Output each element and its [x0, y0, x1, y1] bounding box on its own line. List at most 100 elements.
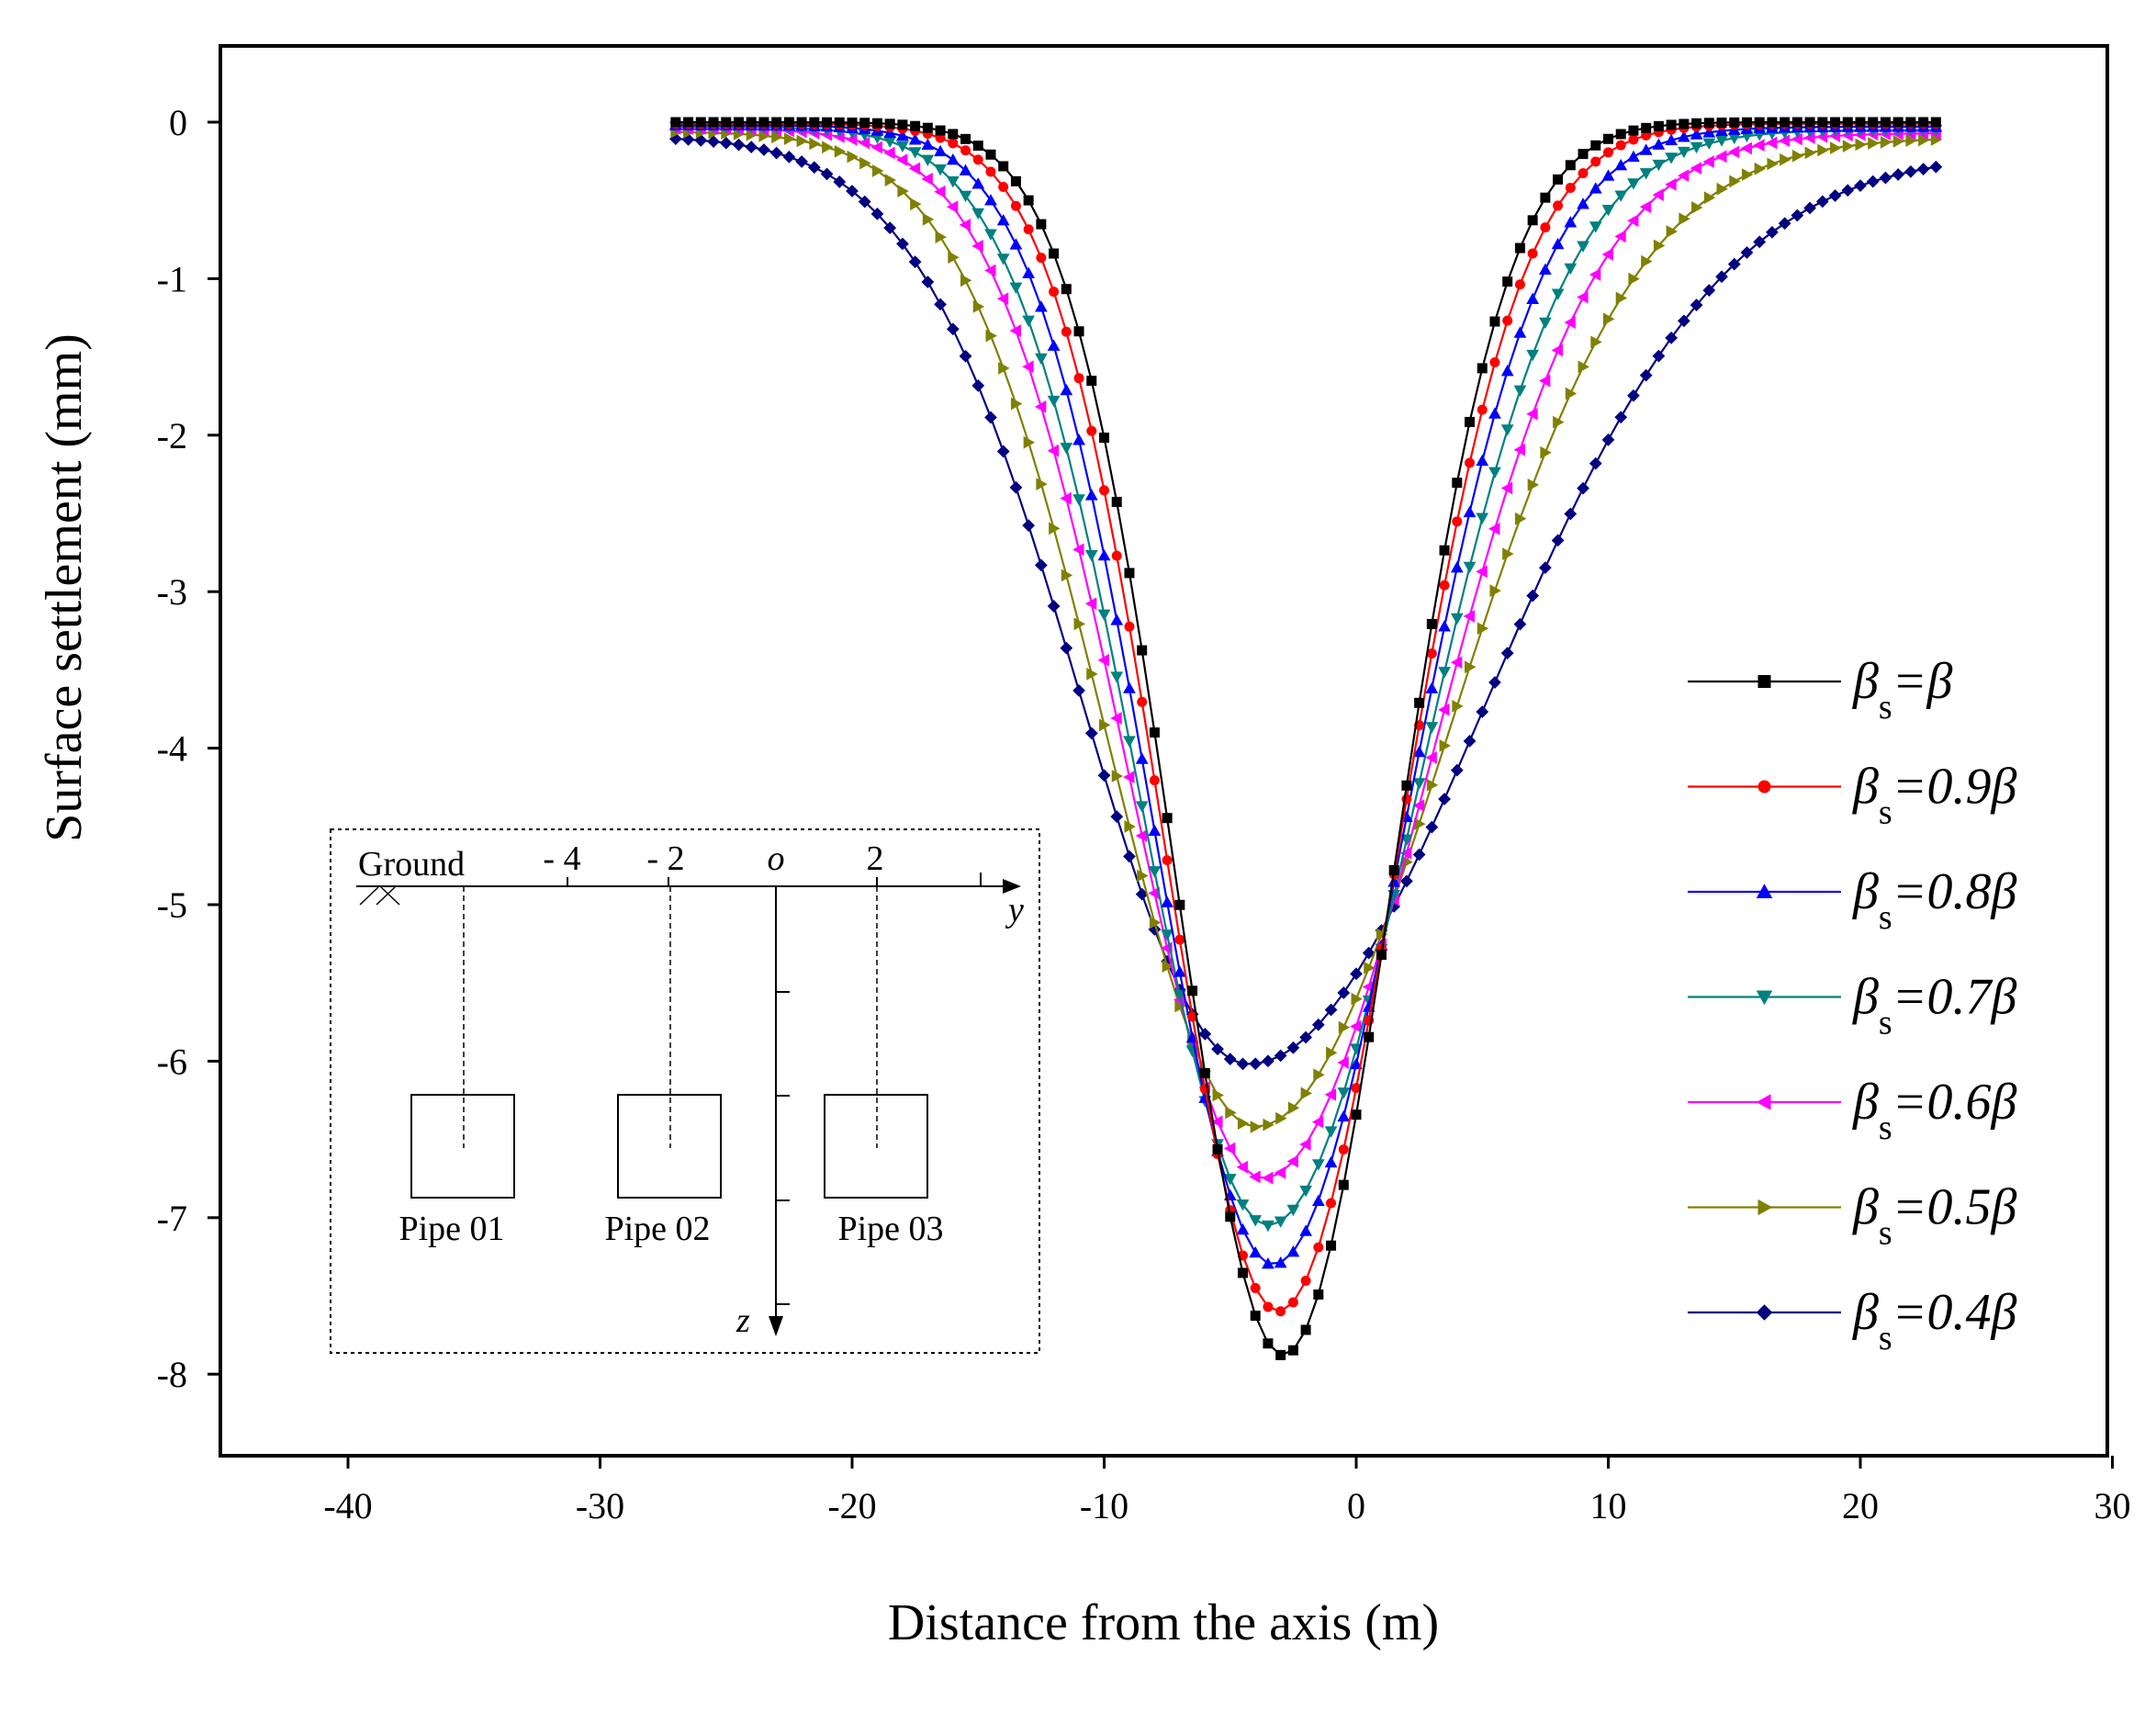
data-point [834, 117, 845, 128]
data-point [1589, 268, 1601, 281]
data-point [1489, 316, 1500, 327]
data-point [1097, 769, 1111, 783]
data-point [960, 274, 972, 287]
data-point [1022, 360, 1034, 374]
data-point [1124, 621, 1135, 632]
data-point [1639, 200, 1652, 214]
data-point [1049, 248, 1060, 259]
data-point [771, 117, 782, 128]
data-point [1677, 169, 1690, 183]
data-point [1929, 160, 1943, 174]
data-point [1376, 950, 1387, 961]
data-point [1565, 387, 1578, 400]
data-point [1311, 1194, 1325, 1206]
data-point [1803, 131, 1815, 144]
data-point [1262, 1220, 1275, 1233]
data-point [1564, 316, 1576, 329]
data-point [1249, 1245, 1263, 1258]
data-point [1073, 326, 1084, 337]
data-point [1148, 886, 1160, 900]
pipe-02-label: Pipe 02 [604, 1210, 710, 1248]
data-point [1311, 1115, 1324, 1129]
data-point [1628, 125, 1639, 136]
data-point [1679, 118, 1690, 130]
data-point [1286, 1154, 1298, 1168]
x-tick-label: 0 [1347, 1485, 1365, 1526]
data-point [1551, 534, 1565, 547]
data-point [1866, 175, 1880, 188]
data-point [1715, 150, 1727, 163]
data-point [1047, 395, 1061, 408]
inset-tick-label: - 2 [646, 839, 684, 878]
x-tick-label: -10 [1080, 1485, 1129, 1526]
data-point [896, 129, 909, 141]
data-point [1767, 117, 1778, 128]
data-point [1513, 326, 1527, 338]
x-axis-ticks: -40 -30 -20 -10 0 10 20 30 [323, 1456, 2131, 1526]
data-point [1263, 1301, 1274, 1312]
data-point [1476, 454, 1489, 467]
data-point [1702, 155, 1714, 169]
data-point [1149, 727, 1160, 738]
legend-item: βs=0.4β [1688, 1284, 2016, 1357]
data-point [1299, 1185, 1312, 1198]
data-point [1010, 397, 1023, 411]
data-point [1274, 1166, 1286, 1179]
data-point [1401, 780, 1412, 791]
data-point [1791, 117, 1802, 128]
data-point [1539, 374, 1551, 388]
data-point [998, 161, 1009, 172]
data-point [1287, 1297, 1298, 1308]
data-point [971, 208, 985, 220]
y-tick-label: -4 [157, 728, 187, 770]
data-point [1627, 389, 1640, 402]
data-point [1060, 443, 1073, 455]
data-point [1287, 1101, 1300, 1115]
data-point [884, 174, 897, 186]
data-point [1905, 117, 1916, 128]
data-point [1628, 134, 1639, 145]
data-point [1009, 282, 1023, 294]
data-point [1084, 597, 1097, 611]
data-point [1703, 191, 1716, 205]
data-point [883, 126, 897, 139]
data-point [1450, 561, 1464, 573]
data-point [1488, 407, 1501, 419]
data-point [1804, 117, 1815, 128]
data-point [1791, 208, 1804, 222]
data-point [683, 117, 694, 128]
data-point [1338, 1179, 1349, 1190]
data-point [897, 119, 908, 130]
data-point [1286, 1204, 1300, 1217]
data-point [1412, 778, 1426, 790]
data-point [935, 125, 946, 136]
data-point [1641, 254, 1653, 268]
inset-diagram: y Ground - 4 - 2 o 2 z Pipe 01 Pipe 02 [330, 828, 1040, 1354]
data-point [1677, 146, 1690, 159]
data-point [1097, 653, 1109, 667]
data-point [985, 166, 996, 177]
data-point [998, 362, 1010, 375]
data-point [1450, 656, 1463, 670]
data-point [1173, 965, 1186, 977]
data-point [1174, 899, 1185, 910]
data-point [783, 132, 796, 146]
data-point [1514, 279, 1525, 290]
data-point [1690, 128, 1703, 140]
data-point [1780, 152, 1791, 166]
data-point [1590, 335, 1602, 349]
data-point [1022, 315, 1036, 328]
data-point [946, 152, 960, 165]
y-tick-label: -7 [157, 1198, 187, 1239]
data-point [1351, 1083, 1362, 1094]
data-point [946, 175, 960, 188]
data-point [1412, 745, 1426, 758]
data-point [670, 117, 681, 128]
data-point [921, 154, 935, 166]
data-point [985, 149, 996, 160]
data-point [1741, 168, 1754, 181]
data-point [1123, 736, 1136, 748]
pipe-03-label: Pipe 03 [837, 1210, 943, 1248]
data-point [1476, 565, 1488, 579]
data-point [1111, 550, 1122, 561]
